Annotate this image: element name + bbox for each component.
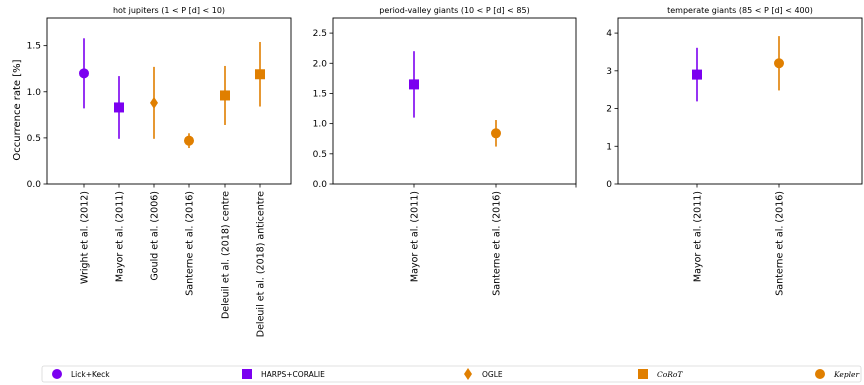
y-tick-label: 2.5 — [313, 29, 327, 39]
y-tick-label: 2 — [606, 105, 612, 115]
y-tick-label: 1.5 — [27, 42, 41, 52]
data-point — [79, 38, 89, 109]
y-tick-label: 1 — [606, 142, 612, 152]
x-tick-label: Deleuil et al. (2018) centre — [221, 191, 232, 319]
x-tick-label: Mayor et al. (2011) — [115, 191, 126, 282]
legend-marker — [638, 369, 648, 379]
legend-label: Kepler — [833, 370, 859, 379]
x-tick-label: Santerne et al. (2016) — [775, 191, 786, 296]
data-point — [409, 51, 419, 118]
point-marker — [255, 69, 265, 80]
legend-label: CoRoT — [657, 370, 683, 379]
panel-title: hot jupiters (1 < P [d] < 10) — [113, 6, 225, 15]
x-tick-label: Santerne et al. (2016) — [492, 191, 503, 296]
legend: Lick+Keck HARPS+CORALIE OGLE CoRoT Kepler — [41, 365, 862, 383]
x-tick-label: Deleuil et al. (2018) anticentre — [256, 191, 267, 337]
legend-frame — [41, 365, 862, 383]
y-axis-label: Occurrence rate [%] — [12, 59, 23, 160]
legend-entry: Kepler — [815, 369, 859, 379]
y-tick-label: 0.0 — [27, 180, 42, 190]
data-point — [692, 47, 702, 102]
legend-marker — [242, 369, 252, 379]
point-marker — [114, 102, 124, 113]
panel-1: hot jupiters (1 < P [d] < 10) 0.0 0.5 1.0 1.… — [27, 6, 292, 337]
panel-2: period-valley giants (10 < P [d] < 85) 0.… — [313, 6, 577, 296]
plot-frame — [617, 17, 863, 185]
x-tick-label: Mayor et al. (2011) — [410, 191, 421, 282]
legend-entry: Lick+Keck — [52, 369, 110, 379]
panel-title: temperate giants (85 < P [d] < 400) — [667, 6, 813, 15]
legend-entry: CoRoT — [638, 369, 683, 379]
x-tick-label: Santerne et al. (2016) — [185, 191, 196, 296]
point-marker — [409, 79, 419, 90]
data-point — [774, 36, 784, 91]
panel-title: period-valley giants (10 < P [d] < 85) — [379, 6, 529, 15]
y-tick-label: 0.5 — [27, 134, 41, 144]
legend-marker — [464, 368, 472, 380]
data-point — [491, 120, 501, 147]
legend-marker — [52, 369, 62, 379]
data-point — [184, 133, 194, 149]
panel-3: temperate giants (85 < P [d] < 400) 0 1 2 3 4… — [606, 6, 863, 296]
data-point — [255, 41, 265, 107]
point-marker — [79, 68, 89, 79]
point-marker — [774, 58, 784, 69]
point-marker — [692, 69, 702, 80]
point-marker — [150, 96, 158, 109]
data-point — [150, 66, 158, 139]
point-marker — [220, 90, 230, 101]
y-tick-label: 1.0 — [27, 88, 42, 98]
legend-entry: OGLE — [464, 368, 503, 380]
legend-entry: HARPS+CORALIE — [242, 369, 325, 379]
x-tick-label: Gould et al. (2006) — [150, 191, 161, 281]
y-tick-label: 1.5 — [313, 89, 327, 99]
y-tick-label: 0.5 — [313, 150, 327, 160]
plot-frame — [46, 17, 292, 185]
legend-label: HARPS+CORALIE — [261, 370, 325, 379]
y-tick-label: 2.0 — [313, 59, 328, 69]
plot-frame — [332, 17, 577, 185]
y-tick-label: 4 — [606, 29, 612, 39]
y-tick-label: 3 — [606, 67, 612, 77]
legend-marker — [815, 369, 825, 379]
panels: hot jupiters (1 < P [d] < 10) 0.0 0.5 1.0 1.… — [27, 6, 863, 337]
point-marker — [184, 135, 194, 146]
y-tick-label: 0 — [606, 180, 612, 190]
y-tick-label: 0.0 — [313, 180, 328, 190]
data-point — [114, 76, 124, 139]
data-point — [220, 65, 230, 125]
x-tick-label: Wright et al. (2012) — [80, 191, 91, 284]
y-tick-label: 1.0 — [313, 120, 328, 130]
x-tick-label: Mayor et al. (2011) — [693, 191, 704, 282]
point-marker — [491, 128, 501, 139]
legend-label: OGLE — [482, 370, 503, 379]
legend-label: Lick+Keck — [71, 370, 110, 379]
